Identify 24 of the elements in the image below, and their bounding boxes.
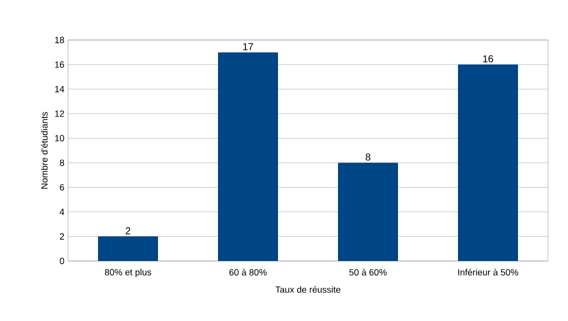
y-axis-title: Nombre d'étudiants (40, 112, 48, 189)
y-tick-label: 4 (60, 208, 64, 215)
bar (458, 64, 518, 261)
y-tick-label: 2 (60, 233, 64, 240)
data-label: 17 (243, 43, 254, 50)
x-tick-label: Inférieur à 50% (458, 268, 518, 276)
x-tick-label: 60 à 80% (229, 268, 267, 276)
data-label: 8 (366, 153, 370, 161)
x-tick-label: 50 à 60% (349, 268, 387, 276)
y-tick-label: 0 (60, 258, 64, 264)
x-tick-label: 80% et plus (104, 268, 152, 278)
bar (218, 52, 278, 261)
y-tick-label: 18 (55, 36, 64, 44)
data-label: 2 (126, 227, 130, 234)
y-tick-label: 8 (60, 160, 64, 166)
bar (338, 162, 398, 261)
y-tick-label: 10 (55, 135, 64, 142)
y-tick-label: 16 (55, 61, 64, 68)
y-tick-label: 14 (55, 86, 64, 92)
y-tick-label: 6 (60, 184, 64, 191)
data-label: 16 (483, 55, 494, 62)
bar (98, 236, 158, 261)
y-tick-label: 12 (55, 110, 64, 117)
x-axis-title: Taux de réussite (275, 286, 340, 293)
